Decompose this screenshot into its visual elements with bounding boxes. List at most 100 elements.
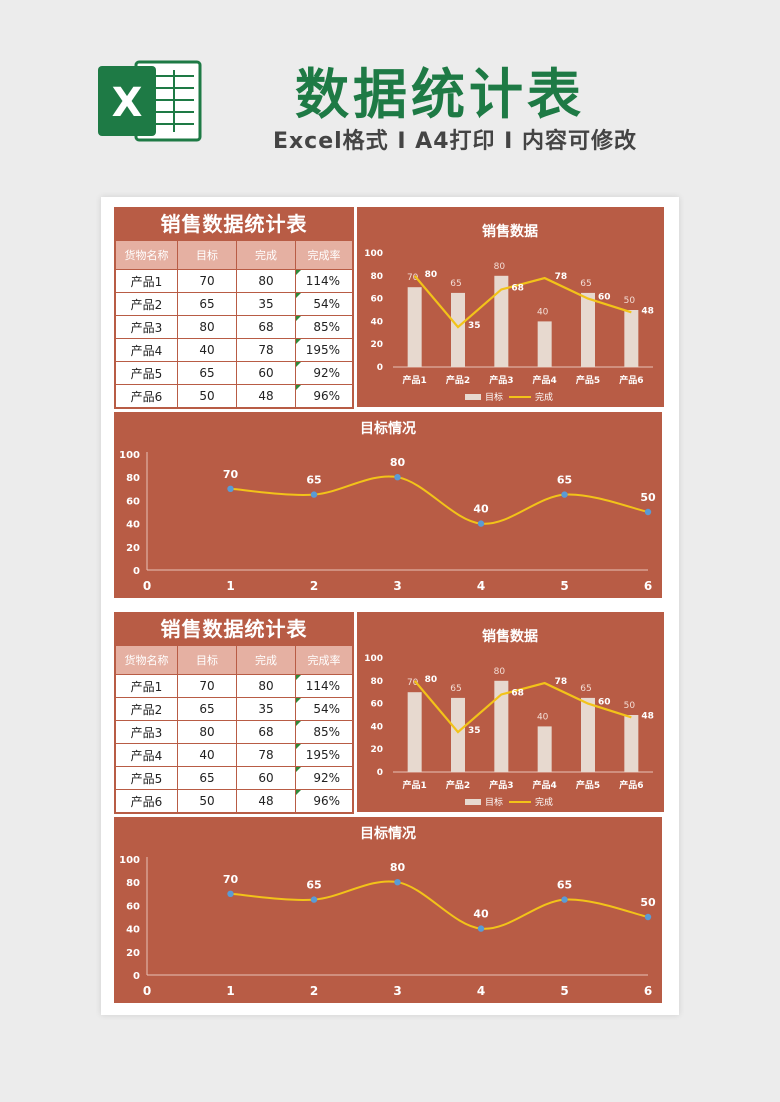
cell-rate[interactable]: 114% bbox=[295, 674, 353, 698]
y-tick-label: 60 bbox=[370, 295, 383, 305]
col-header-target: 目标 bbox=[177, 645, 237, 675]
x-tick-label: 4 bbox=[477, 579, 485, 593]
data-point bbox=[477, 925, 485, 932]
cell-rate[interactable]: 96% bbox=[295, 384, 353, 408]
cell-rate[interactable]: 195% bbox=[295, 338, 353, 362]
cell-name[interactable]: 产品4 bbox=[115, 743, 178, 767]
cell-done[interactable]: 78 bbox=[236, 338, 296, 362]
x-tick-label: 产品2 bbox=[446, 374, 470, 386]
cell-target[interactable]: 65 bbox=[177, 697, 237, 721]
data-point bbox=[644, 913, 652, 921]
target-curve bbox=[230, 475, 649, 525]
bar-target bbox=[407, 692, 422, 772]
cell-done[interactable]: 48 bbox=[236, 384, 296, 408]
line-value-label: 80 bbox=[425, 270, 438, 280]
cell-target[interactable]: 50 bbox=[177, 789, 237, 813]
line-value-label: 68 bbox=[511, 283, 524, 293]
cell-done[interactable]: 48 bbox=[236, 789, 296, 813]
cell-name[interactable]: 产品1 bbox=[115, 269, 178, 293]
point-value-label: 65 bbox=[557, 474, 572, 487]
table-row: 产品1 70 80 114% bbox=[115, 674, 353, 698]
cell-target[interactable]: 40 bbox=[177, 338, 237, 362]
cell-target[interactable]: 70 bbox=[177, 674, 237, 698]
bar-value-label: 70 bbox=[407, 273, 419, 283]
cell-done[interactable]: 68 bbox=[236, 315, 296, 339]
sales-table-title: 销售数据统计表 bbox=[115, 208, 353, 240]
x-tick-label: 产品6 bbox=[619, 779, 643, 791]
cell-name[interactable]: 产品6 bbox=[115, 789, 178, 813]
cell-name[interactable]: 产品3 bbox=[115, 315, 178, 339]
cell-done[interactable]: 78 bbox=[236, 743, 296, 767]
y-tick-label: 60 bbox=[126, 901, 140, 912]
col-header-done: 完成 bbox=[236, 240, 296, 270]
cell-done[interactable]: 68 bbox=[236, 720, 296, 744]
target-line-chart[interactable]: 目标情况 0 20 40 60 80 100 0 1 2 3 4 5 6 70 65 80 40 65 50 bbox=[114, 412, 662, 598]
data-point bbox=[227, 485, 234, 492]
table-row: 产品2 65 35 54% bbox=[115, 697, 353, 721]
cell-rate[interactable]: 85% bbox=[295, 315, 353, 339]
sales-bar-chart[interactable]: 销售数据 0 20 40 60 80 100 70 65 80 40 65 50 80 35 68 78 60 48… bbox=[357, 207, 664, 407]
cell-target[interactable]: 65 bbox=[177, 361, 237, 385]
cell-done[interactable]: 35 bbox=[236, 292, 296, 316]
line-value-label: 35 bbox=[468, 321, 481, 331]
y-tick-label: 80 bbox=[370, 677, 383, 687]
cell-rate[interactable]: 85% bbox=[295, 720, 353, 744]
bar-value-label: 40 bbox=[537, 307, 549, 317]
svg-text:X: X bbox=[112, 80, 143, 126]
cell-target[interactable]: 80 bbox=[177, 315, 237, 339]
point-value-label: 50 bbox=[640, 491, 656, 504]
data-point bbox=[644, 508, 652, 516]
cell-name[interactable]: 产品1 bbox=[115, 674, 178, 698]
cell-rate[interactable]: 54% bbox=[295, 697, 353, 721]
cell-target[interactable]: 70 bbox=[177, 269, 237, 293]
cell-rate[interactable]: 195% bbox=[295, 743, 353, 767]
x-tick-label: 产品4 bbox=[533, 374, 557, 386]
bar-value-label: 65 bbox=[580, 279, 591, 289]
cell-name[interactable]: 产品4 bbox=[115, 338, 178, 362]
cell-rate[interactable]: 96% bbox=[295, 789, 353, 813]
x-tick-label: 产品6 bbox=[619, 374, 643, 386]
data-point bbox=[227, 890, 234, 897]
x-tick-label: 4 bbox=[477, 984, 485, 998]
cell-rate[interactable]: 92% bbox=[295, 361, 353, 385]
cell-rate[interactable]: 114% bbox=[295, 269, 353, 293]
bar-value-label: 50 bbox=[624, 701, 636, 711]
line-done bbox=[413, 680, 632, 734]
cell-target[interactable]: 40 bbox=[177, 743, 237, 767]
legend-label-target: 目标 bbox=[485, 796, 503, 808]
line-value-label: 80 bbox=[425, 675, 438, 685]
y-tick-label: 100 bbox=[119, 450, 140, 461]
cell-name[interactable]: 产品2 bbox=[115, 292, 178, 316]
sales-bar-chart[interactable]: 销售数据 0 20 40 60 80 100 70 65 80 40 65 50 80 35 68 78 60 48… bbox=[357, 612, 664, 812]
bar-value-label: 70 bbox=[407, 678, 419, 688]
x-tick-label: 产品3 bbox=[489, 374, 513, 386]
cell-rate[interactable]: 54% bbox=[295, 292, 353, 316]
bar-value-label: 65 bbox=[450, 684, 461, 694]
cell-done[interactable]: 80 bbox=[236, 269, 296, 293]
cell-target[interactable]: 50 bbox=[177, 384, 237, 408]
cell-name[interactable]: 产品5 bbox=[115, 361, 178, 385]
cell-name[interactable]: 产品6 bbox=[115, 384, 178, 408]
line-value-label: 78 bbox=[555, 677, 568, 687]
cell-done[interactable]: 80 bbox=[236, 674, 296, 698]
target-line-chart[interactable]: 目标情况 0 20 40 60 80 100 0 1 2 3 4 5 6 70 65 80 40 65 50 bbox=[114, 817, 662, 1003]
table-row: 产品6 50 48 96% bbox=[115, 384, 353, 408]
x-tick-label: 5 bbox=[560, 579, 568, 593]
cell-rate[interactable]: 92% bbox=[295, 766, 353, 790]
cell-done[interactable]: 60 bbox=[236, 766, 296, 790]
line-value-label: 68 bbox=[511, 688, 524, 698]
cell-done[interactable]: 35 bbox=[236, 697, 296, 721]
cell-done[interactable]: 60 bbox=[236, 361, 296, 385]
y-tick-label: 100 bbox=[364, 249, 383, 259]
line-value-label: 48 bbox=[641, 711, 654, 721]
cell-target[interactable]: 65 bbox=[177, 292, 237, 316]
legend-label-done: 完成 bbox=[535, 796, 553, 808]
cell-name[interactable]: 产品3 bbox=[115, 720, 178, 744]
cell-target[interactable]: 80 bbox=[177, 720, 237, 744]
col-header-rate: 完成率 bbox=[295, 645, 353, 675]
point-value-label: 70 bbox=[223, 873, 239, 886]
cell-target[interactable]: 65 bbox=[177, 766, 237, 790]
cell-name[interactable]: 产品5 bbox=[115, 766, 178, 790]
line-value-label: 35 bbox=[468, 726, 481, 736]
cell-name[interactable]: 产品2 bbox=[115, 697, 178, 721]
